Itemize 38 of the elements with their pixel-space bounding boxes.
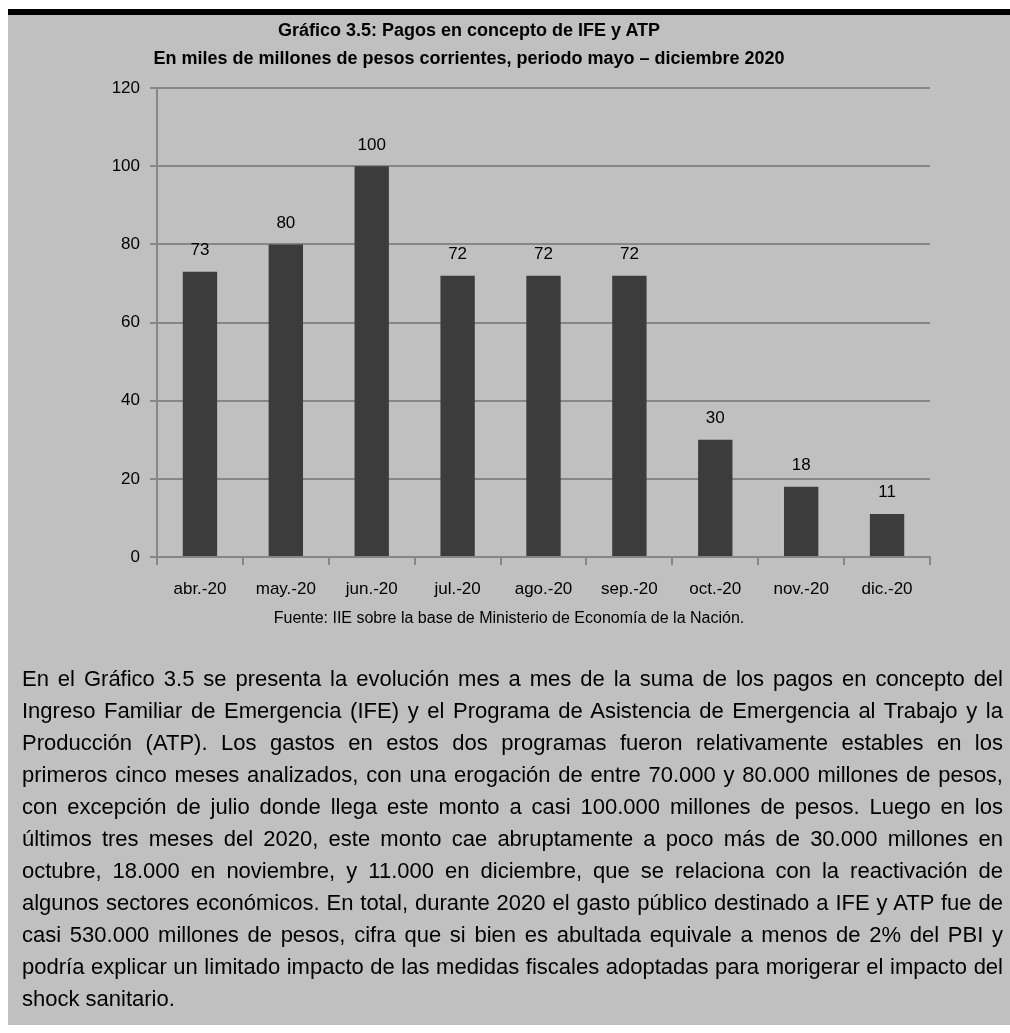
x-tick-label: dic.-20 (861, 578, 913, 598)
x-tick-label: abr.-20 (173, 578, 227, 598)
bar (612, 275, 647, 556)
data-label: 18 (791, 454, 811, 474)
x-tick-label: nov.-20 (773, 578, 829, 598)
y-tick-label: 40 (121, 390, 140, 410)
y-tick-label: 20 (121, 468, 140, 488)
x-tick-label: ago.-20 (514, 578, 573, 598)
chart-title: Gráfico 3.5: Pagos en concepto de IFE y ATP (277, 19, 661, 40)
chart-subtitle: En miles de millones de pesos corrientes, periodo mayo – diciembre 2020 (153, 48, 785, 69)
bar (354, 166, 389, 556)
x-tick-label: jul.-20 (433, 578, 481, 598)
y-tick-label: 0 (130, 546, 140, 566)
bar (268, 244, 304, 556)
data-label: 30 (705, 407, 725, 427)
bar (869, 514, 905, 556)
data-label: 72 (619, 243, 639, 263)
y-tick-label: 60 (121, 312, 140, 332)
bar (526, 275, 561, 556)
bar (182, 271, 218, 556)
data-label: 11 (878, 482, 896, 502)
data-label: 72 (534, 243, 553, 263)
x-tick-label: may.-20 (255, 578, 316, 598)
bar (440, 275, 475, 556)
data-label: 100 (357, 134, 386, 154)
bar (783, 486, 819, 556)
bar (698, 439, 733, 556)
data-label: 73 (190, 240, 210, 259)
y-tick-label: 80 (121, 234, 140, 254)
y-tick-label: 100 (111, 156, 140, 176)
y-tick-label: 120 (111, 77, 140, 97)
source-note: Fuente: IIE sobre la base de Ministerio de Economía de la Nación. (272, 608, 746, 628)
data-label: 80 (276, 212, 296, 232)
x-tick-label: oct.-20 (689, 578, 742, 598)
text: En el Gráfico 3.5 se presenta la evolución mes a mes de la suma de los pagos en concepto del Ingreso Familiar de Emergencia (IFE) y el Programa de Asistencia de Emergencia al Trabajo y la Producción (ATP). Los gastos en estos dos programas fueron relativamente estables en los primeros cinco meses analizados, con una erogación de entre 70.000 y 80.000 millones de pesos, con excepción de julio donde llega este monto a casi 100.000 millones de pesos. Luego en los últimos tres meses del 2020, este monto cae abruptamente a poco más de 30.000 millones en octubre, 18.000 en noviembre, y 11.000 en diciembre, que se relaciona con la reactivación de algunos sectores económicos. En total, durante 2020 el gasto público destinado a IFE y ATP fue de casi 530.000 millones de pesos, cifra que si bien es abultada equivale a menos de 2% del PBI y podría explicar un limitado impacto de las medidas fiscales adoptadas para morigerar el impacto del shock sanitario. (22, 666, 1003, 1011)
data-label: 72 (448, 243, 468, 263)
x-tick-label: sep.-20 (601, 578, 658, 598)
x-tick-label: jun.-20 (344, 578, 398, 598)
